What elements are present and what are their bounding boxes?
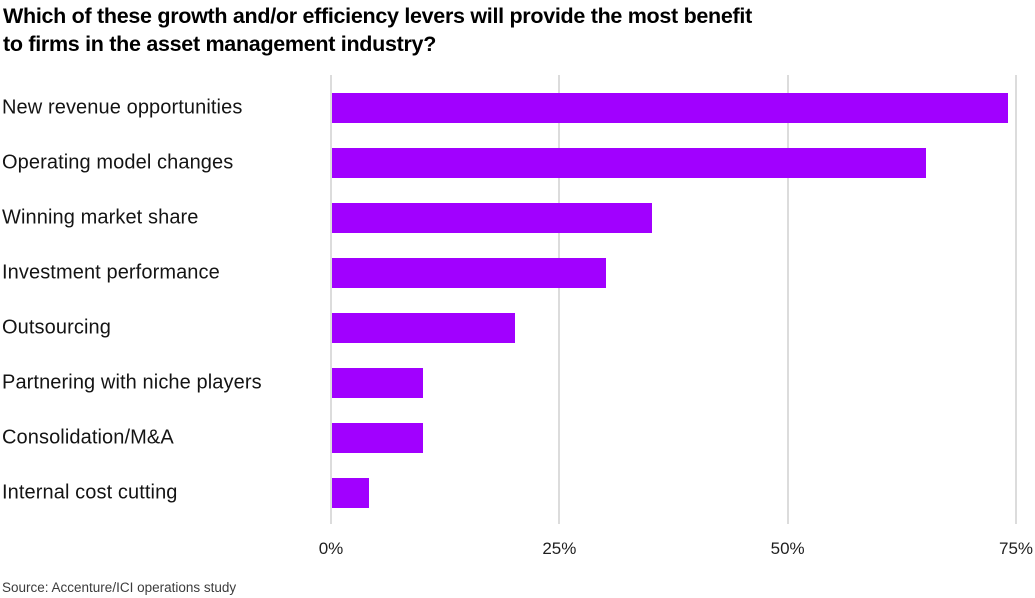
- category-label: Internal cost cutting: [2, 481, 178, 503]
- chart-rows: New revenue opportunities Operating model…: [0, 80, 1035, 520]
- x-tick-label: 50%: [770, 539, 805, 558]
- category-label: Outsourcing: [2, 316, 111, 338]
- bar-track: [332, 477, 1017, 508]
- gridlines: [330, 75, 1017, 524]
- bar: [332, 147, 926, 178]
- chart-row: Consolidation/M&A: [0, 410, 1035, 465]
- chart-row: Winning market share: [0, 190, 1035, 245]
- category-label: Partnering with niche players: [2, 371, 262, 393]
- chart-row: Outsourcing: [0, 300, 1035, 355]
- chart-title: Which of these growth and/or efficiency …: [3, 4, 752, 56]
- bar-track: [332, 202, 1017, 233]
- gridline: [558, 75, 561, 524]
- bar: [332, 202, 652, 233]
- bar: [332, 92, 1008, 123]
- category-label: Investment performance: [2, 261, 220, 283]
- category-label: Winning market share: [2, 206, 199, 228]
- bar: [332, 422, 424, 453]
- category-label: Consolidation/M&A: [2, 426, 174, 448]
- chart-row: New revenue opportunities: [0, 80, 1035, 135]
- bar-track: [332, 257, 1017, 288]
- bar-track: [332, 422, 1017, 453]
- bar: [332, 257, 606, 288]
- x-axis: 0% 25% 50% 75%: [319, 539, 1033, 561]
- x-tick-label: 0%: [318, 539, 344, 558]
- bar: [332, 312, 515, 343]
- chart-row: Investment performance: [0, 245, 1035, 300]
- gridline: [330, 75, 332, 524]
- x-tick-label: 25%: [542, 539, 577, 558]
- bar-track: [332, 92, 1017, 123]
- gridline: [1015, 75, 1017, 524]
- x-tick-label: 75%: [998, 539, 1034, 558]
- chart-row: Operating model changes: [0, 135, 1035, 190]
- category-label: Operating model changes: [2, 151, 234, 173]
- category-label: New revenue opportunities: [2, 96, 243, 118]
- chart-row: Partnering with niche players: [0, 355, 1035, 410]
- chart-row: Internal cost cutting: [0, 465, 1035, 520]
- gridline: [786, 75, 789, 524]
- bar: [332, 477, 369, 508]
- bar-track: [332, 147, 1017, 178]
- bar: [332, 367, 424, 398]
- source-note: Source: Accenture/ICI operations study: [2, 580, 237, 595]
- bar-track: [332, 312, 1017, 343]
- bar-track: [332, 367, 1017, 398]
